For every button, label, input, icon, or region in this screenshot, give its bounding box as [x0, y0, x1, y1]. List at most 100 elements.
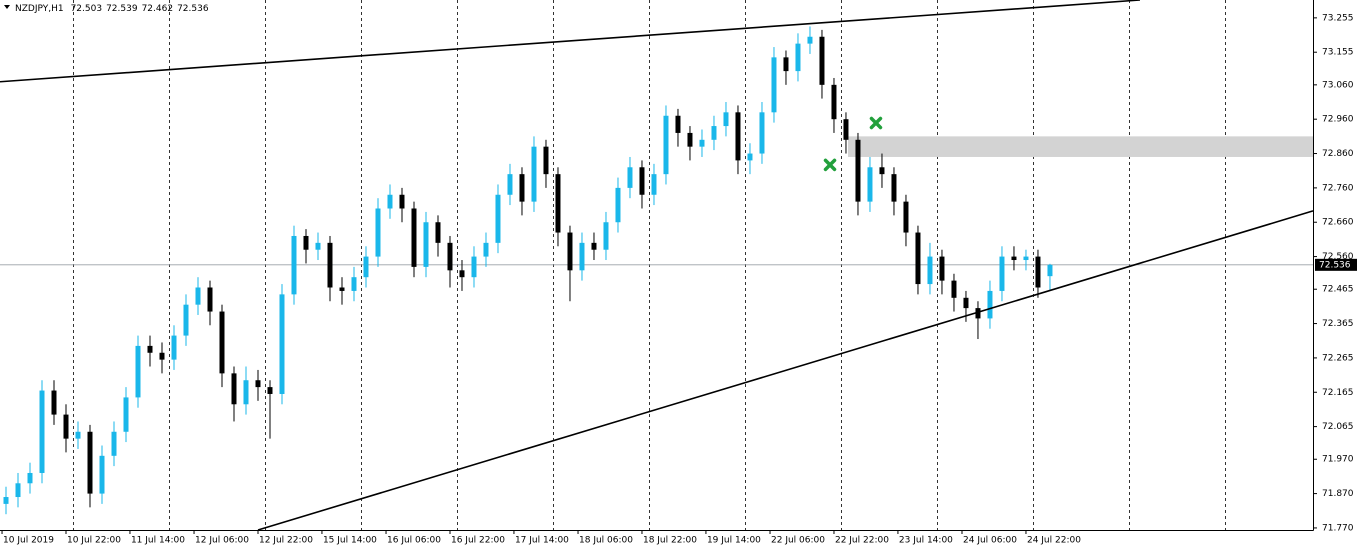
candle-body	[63, 414, 69, 439]
candle-body	[423, 222, 429, 267]
candle-body	[1035, 256, 1041, 288]
candle-body	[819, 36, 825, 85]
x-tick-label: 22 Jul 06:00	[771, 536, 825, 546]
candle-body	[351, 277, 357, 291]
y-tick-label: 73.060	[1322, 80, 1354, 90]
x-tick-label: 12 Jul 22:00	[259, 536, 313, 546]
y-tick-label: 72.860	[1322, 149, 1354, 159]
candle-body	[867, 167, 873, 202]
candle-body	[639, 167, 645, 195]
price-zone	[848, 136, 1313, 157]
candle-body	[135, 345, 141, 398]
candle-body	[303, 235, 309, 250]
candle-body	[459, 270, 465, 278]
x-tick-label: 23 Jul 14:00	[899, 536, 953, 546]
candle-body	[891, 174, 897, 202]
candle-body	[843, 119, 849, 140]
candle-body	[195, 287, 201, 305]
candle-body	[903, 201, 909, 233]
candle-body	[123, 397, 129, 432]
y-tick-label: 72.660	[1322, 218, 1354, 228]
candle-body	[675, 115, 681, 133]
candle-body	[831, 84, 837, 120]
candle-body	[987, 290, 993, 319]
candle-body	[1023, 256, 1029, 261]
candle-body	[111, 431, 117, 456]
y-tick-label: 71.970	[1322, 455, 1354, 465]
y-tick-label: 72.760	[1322, 183, 1354, 193]
candle-body	[363, 256, 369, 278]
price-label: 72.536	[1319, 260, 1351, 270]
menu-arrow[interactable]	[4, 5, 10, 9]
candle-body	[651, 174, 657, 195]
y-tick-label: 73.155	[1322, 48, 1354, 58]
header-item: 72.503	[71, 4, 103, 14]
y-tick-label: 72.560	[1322, 252, 1354, 262]
candle-body	[1047, 264, 1053, 277]
candle-body	[375, 208, 381, 257]
candle-body	[747, 153, 753, 161]
candle-body	[291, 235, 297, 295]
candle-body	[591, 242, 597, 250]
candle-body	[855, 139, 861, 202]
candle-body	[939, 256, 945, 281]
candle-body	[231, 373, 237, 405]
candle-body	[567, 232, 573, 271]
candle-body	[315, 242, 321, 250]
x-tick-label: 24 Jul 06:00	[963, 536, 1017, 546]
candle-body	[39, 390, 45, 473]
x-tick-label: 16 Jul 06:00	[387, 536, 441, 546]
candle-body	[927, 256, 933, 285]
candle-body	[1011, 256, 1017, 261]
x-tick-label: 16 Jul 22:00	[451, 536, 505, 546]
y-tick-label: 72.065	[1322, 422, 1354, 432]
price-label-box	[1315, 258, 1357, 271]
header-item: 72.536	[177, 4, 209, 14]
x-tick-label: 18 Jul 06:00	[579, 536, 633, 546]
candle-body	[411, 208, 417, 267]
header-item: 72.462	[142, 4, 174, 14]
candle-body	[339, 287, 345, 291]
candle-body	[579, 242, 585, 271]
y-tick-label: 73.255	[1322, 13, 1354, 23]
y-tick-label: 72.465	[1322, 285, 1354, 295]
candle-body	[663, 115, 669, 175]
candle-body	[723, 112, 729, 127]
candle-body	[27, 472, 33, 484]
candle-body	[51, 390, 57, 415]
candle-body	[75, 431, 81, 439]
candle-body	[279, 294, 285, 394]
candle-body	[951, 280, 957, 298]
cross-marker	[869, 116, 883, 130]
candle-body	[603, 222, 609, 250]
x-tick-label: 17 Jul 14:00	[515, 536, 569, 546]
header-item: NZDJPY,H1	[15, 4, 64, 14]
candle-body	[447, 242, 453, 271]
x-tick-label: 22 Jul 22:00	[835, 536, 889, 546]
x-tick-label: 19 Jul 14:00	[707, 536, 761, 546]
y-tick-label: 71.870	[1322, 489, 1354, 499]
candle-body	[975, 308, 981, 319]
candle-body	[759, 112, 765, 154]
candle-body	[387, 194, 393, 209]
trendline	[257, 210, 1314, 531]
candle-body	[795, 43, 801, 72]
x-tick-label: 24 Jul 22:00	[1027, 536, 1081, 546]
candle-body	[483, 242, 489, 257]
candle-body	[531, 146, 537, 202]
candle-body	[435, 222, 441, 243]
candle-body	[171, 335, 177, 360]
candle-body	[207, 287, 213, 312]
y-tick-label: 72.365	[1322, 319, 1354, 329]
candle-body	[915, 232, 921, 285]
candle-body	[3, 497, 9, 504]
candle-body	[879, 167, 885, 175]
candle-body	[555, 174, 561, 233]
candle-body	[699, 139, 705, 147]
candle-body	[711, 126, 717, 140]
trendline	[0, 0, 1141, 83]
candle-body	[807, 36, 813, 44]
x-tick-label: 15 Jul 14:00	[323, 536, 377, 546]
